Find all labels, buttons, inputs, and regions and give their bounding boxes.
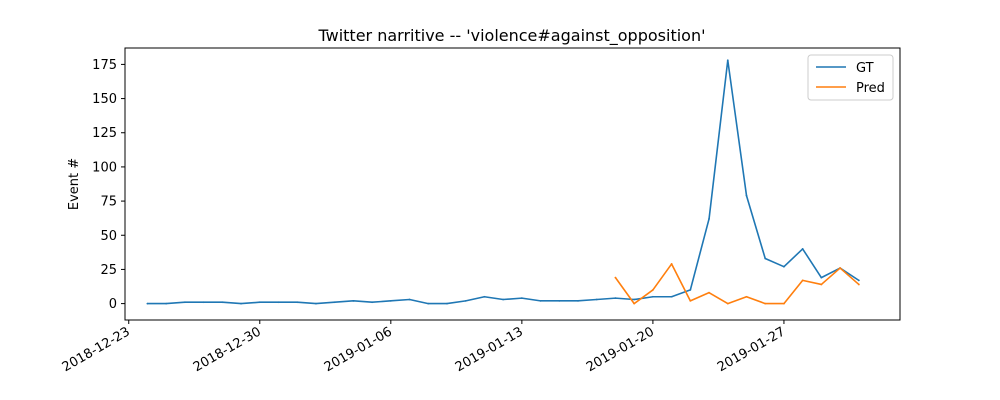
data-point-gt (726, 59, 729, 62)
data-point-gt (258, 301, 261, 304)
data-point-gt (633, 298, 636, 301)
data-point-pred (839, 267, 841, 269)
data-point-gt (296, 301, 299, 304)
data-point-gt (614, 297, 617, 300)
data-point-gt (502, 298, 505, 301)
data-point-gt (651, 295, 654, 298)
data-point-gt (577, 299, 579, 302)
data-point-pred (820, 283, 823, 286)
data-point-pred (745, 295, 748, 298)
data-point-gt (446, 302, 448, 305)
data-point-gt (558, 299, 561, 302)
y-tick-label: 25 (100, 263, 117, 278)
x-axis: 2018-12-23 2018-12-30 2019-01-06 2019-01-13… (60, 320, 788, 375)
chart-title: Twitter narritive -- 'violence#against_o… (318, 26, 706, 46)
data-point-gt (371, 301, 374, 304)
data-point-pred (726, 302, 729, 305)
legend: GT Pred (807, 54, 894, 101)
legend-label-gt: GT (856, 61, 874, 76)
series-lines (146, 59, 860, 305)
data-point-gt (539, 299, 542, 302)
data-point-gt (783, 265, 785, 268)
data-point-gt (184, 301, 186, 304)
data-point-gt (857, 279, 860, 282)
y-axis: 0 25 50 75 100 125 150 175 (92, 58, 125, 312)
data-point-pred (670, 263, 673, 265)
data-point-gt (427, 302, 430, 305)
x-tick-label: 2018-12-23 (60, 324, 133, 375)
x-tick-label: 2019-01-13 (453, 324, 526, 375)
data-point-pred (764, 302, 767, 305)
data-point-gt (820, 276, 823, 279)
y-tick-label: 75 (100, 195, 117, 210)
data-point-pred (857, 283, 860, 286)
x-tick-label: 2019-01-27 (715, 324, 788, 375)
data-point-gt (670, 295, 673, 298)
legend-label-pred: Pred (856, 81, 885, 96)
data-point-gt (146, 302, 149, 305)
data-point-pred (783, 302, 785, 305)
x-tick-label: 2019-01-06 (322, 324, 395, 375)
data-point-pred (708, 291, 710, 294)
x-tick-label: 2019-01-20 (584, 324, 657, 375)
data-point-pred (614, 276, 617, 279)
data-point-pred (801, 279, 804, 282)
data-point-gt (689, 289, 692, 291)
data-point-gt (277, 301, 280, 304)
y-tick-label: 150 (92, 92, 117, 107)
x-tick-label: 2018-12-30 (191, 324, 264, 375)
data-point-gt (801, 248, 804, 250)
data-point-pred (651, 289, 654, 291)
series-line-gt (146, 59, 860, 305)
data-point-gt (333, 301, 336, 304)
data-point-gt (595, 298, 598, 301)
data-point-pred (689, 299, 692, 302)
y-tick-label: 0 (109, 297, 117, 312)
data-point-gt (352, 299, 355, 302)
data-point-gt (221, 301, 224, 304)
data-point-gt (745, 194, 748, 197)
data-point-gt (165, 302, 168, 305)
data-point-gt (408, 298, 411, 301)
data-point-gt (764, 257, 767, 260)
y-tick-label: 175 (92, 58, 117, 73)
data-point-gt (202, 301, 205, 304)
data-point-gt (708, 217, 710, 220)
data-point-gt (315, 302, 317, 305)
data-point-gt (483, 295, 486, 298)
y-tick-label: 50 (100, 229, 117, 244)
y-tick-label: 125 (92, 126, 117, 141)
series-line-pred (614, 263, 860, 305)
data-point-pred (633, 302, 636, 305)
plot-area (124, 47, 901, 321)
data-point-gt (240, 302, 242, 305)
y-tick-label: 100 (92, 160, 117, 175)
data-point-gt (464, 299, 467, 302)
data-point-gt (389, 299, 392, 302)
y-axis-label: Event # (67, 158, 82, 210)
data-point-gt (520, 297, 523, 300)
